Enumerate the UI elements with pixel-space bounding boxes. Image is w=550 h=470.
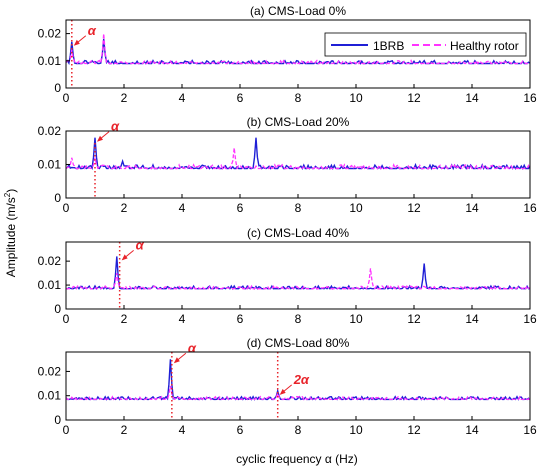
chart-panel-3: (c) CMS-Load 40% α 0 2 4 6 8 10 12 14 16 0 0.01 0.02 (38, 226, 537, 326)
panel-title: (c) CMS-Load 40% (247, 226, 349, 240)
x-tick-label: 4 (179, 423, 186, 437)
x-tick-label: 8 (295, 312, 302, 326)
x-tick-label: 16 (523, 91, 537, 105)
legend-label-1brb: 1BRB (373, 39, 404, 53)
x-tick-label: 4 (179, 91, 186, 105)
x-tick-label: 14 (465, 312, 479, 326)
y-axis-label: Amplitude (m/s2) (3, 189, 18, 277)
annotation-arrowhead (279, 388, 286, 395)
series-line-1brb (66, 256, 530, 291)
y-tick-label: 0 (54, 81, 61, 95)
x-tick-label: 4 (179, 312, 186, 326)
series-line-healthy (65, 147, 531, 171)
x-tick-label: 10 (349, 423, 363, 437)
x-tick-label: 2 (121, 312, 128, 326)
annotation-arrowhead (97, 135, 103, 142)
x-tick-label: 2 (121, 201, 128, 215)
annotation-label: α (111, 119, 120, 134)
x-tick-label: 8 (295, 423, 302, 437)
y-tick-label: 0.01 (38, 278, 62, 292)
annotation-label: α (136, 237, 145, 252)
x-tick-label: 6 (237, 312, 244, 326)
x-tick-label: 0 (63, 423, 70, 437)
legend-label-healthy: Healthy rotor (450, 39, 519, 53)
annotation-arrowhead (173, 357, 180, 364)
x-tick-label: 12 (407, 201, 421, 215)
x-tick-label: 4 (179, 201, 186, 215)
x-tick-label: 6 (237, 91, 244, 105)
x-tick-label: 16 (523, 312, 537, 326)
x-tick-label: 10 (349, 91, 363, 105)
chart-panel-2: (b) CMS-Load 20% α 0 2 4 6 8 10 12 14 16 0 0.01 0.02 (38, 115, 537, 215)
legend: 1BRB Healthy rotor (324, 32, 527, 57)
y-tick-label: 0 (54, 191, 61, 205)
y-tick-label: 0 (54, 413, 61, 427)
y-tick-label: 0.02 (38, 27, 62, 41)
x-tick-label: 2 (121, 91, 128, 105)
x-tick-label: 16 (523, 201, 537, 215)
y-tick-label: 0 (54, 302, 61, 316)
chart-panel-1: (a) CMS-Load 0% α 0 2 4 6 8 10 12 14 16 0 0.01 0.02 (38, 4, 537, 105)
y-tick-label: 0.02 (38, 364, 62, 378)
x-tick-label: 6 (237, 201, 244, 215)
annotation-arrowhead (121, 254, 128, 261)
x-tick-label: 12 (407, 312, 421, 326)
x-tick-label: 12 (407, 91, 421, 105)
x-tick-label: 0 (63, 312, 70, 326)
x-tick-label: 8 (295, 201, 302, 215)
x-tick-label: 0 (63, 201, 70, 215)
x-tick-label: 14 (465, 91, 479, 105)
x-tick-label: 12 (407, 423, 421, 437)
x-tick-label: 16 (523, 423, 537, 437)
series-line-healthy (65, 385, 531, 401)
x-tick-label: 10 (349, 312, 363, 326)
chart-panel-4: (d) CMS-Load 80% α 2α 0 2 4 6 8 10 12 14 16 0 0.01 0.0… (38, 336, 537, 437)
panel-title: (a) CMS-Load 0% (250, 4, 346, 18)
series-line-healthy (66, 268, 531, 290)
annotation-label: 2α (293, 372, 310, 387)
y-tick-label: 0.01 (38, 389, 62, 403)
annotation-label: α (188, 340, 197, 355)
x-tick-label: 14 (465, 423, 479, 437)
y-tick-label: 0.02 (38, 124, 62, 138)
panel-title: (b) CMS-Load 20% (247, 115, 350, 129)
x-tick-label: 2 (121, 423, 128, 437)
annotation-label: α (88, 23, 97, 38)
y-tick-label: 0.02 (38, 254, 62, 268)
x-tick-label: 0 (63, 91, 70, 105)
x-tick-label: 14 (465, 201, 479, 215)
series-line-1brb (65, 137, 531, 171)
y-tick-label: 0.01 (38, 158, 62, 172)
annotation-arrowhead (73, 39, 80, 46)
x-tick-label: 8 (295, 91, 302, 105)
panel-title: (d) CMS-Load 80% (247, 336, 350, 350)
y-tick-label: 0.01 (38, 54, 62, 68)
x-tick-label: 6 (237, 423, 244, 437)
x-tick-label: 10 (349, 201, 363, 215)
x-axis-label: cyclic frequency α (Hz) (236, 452, 358, 466)
series-line-healthy (65, 33, 530, 65)
